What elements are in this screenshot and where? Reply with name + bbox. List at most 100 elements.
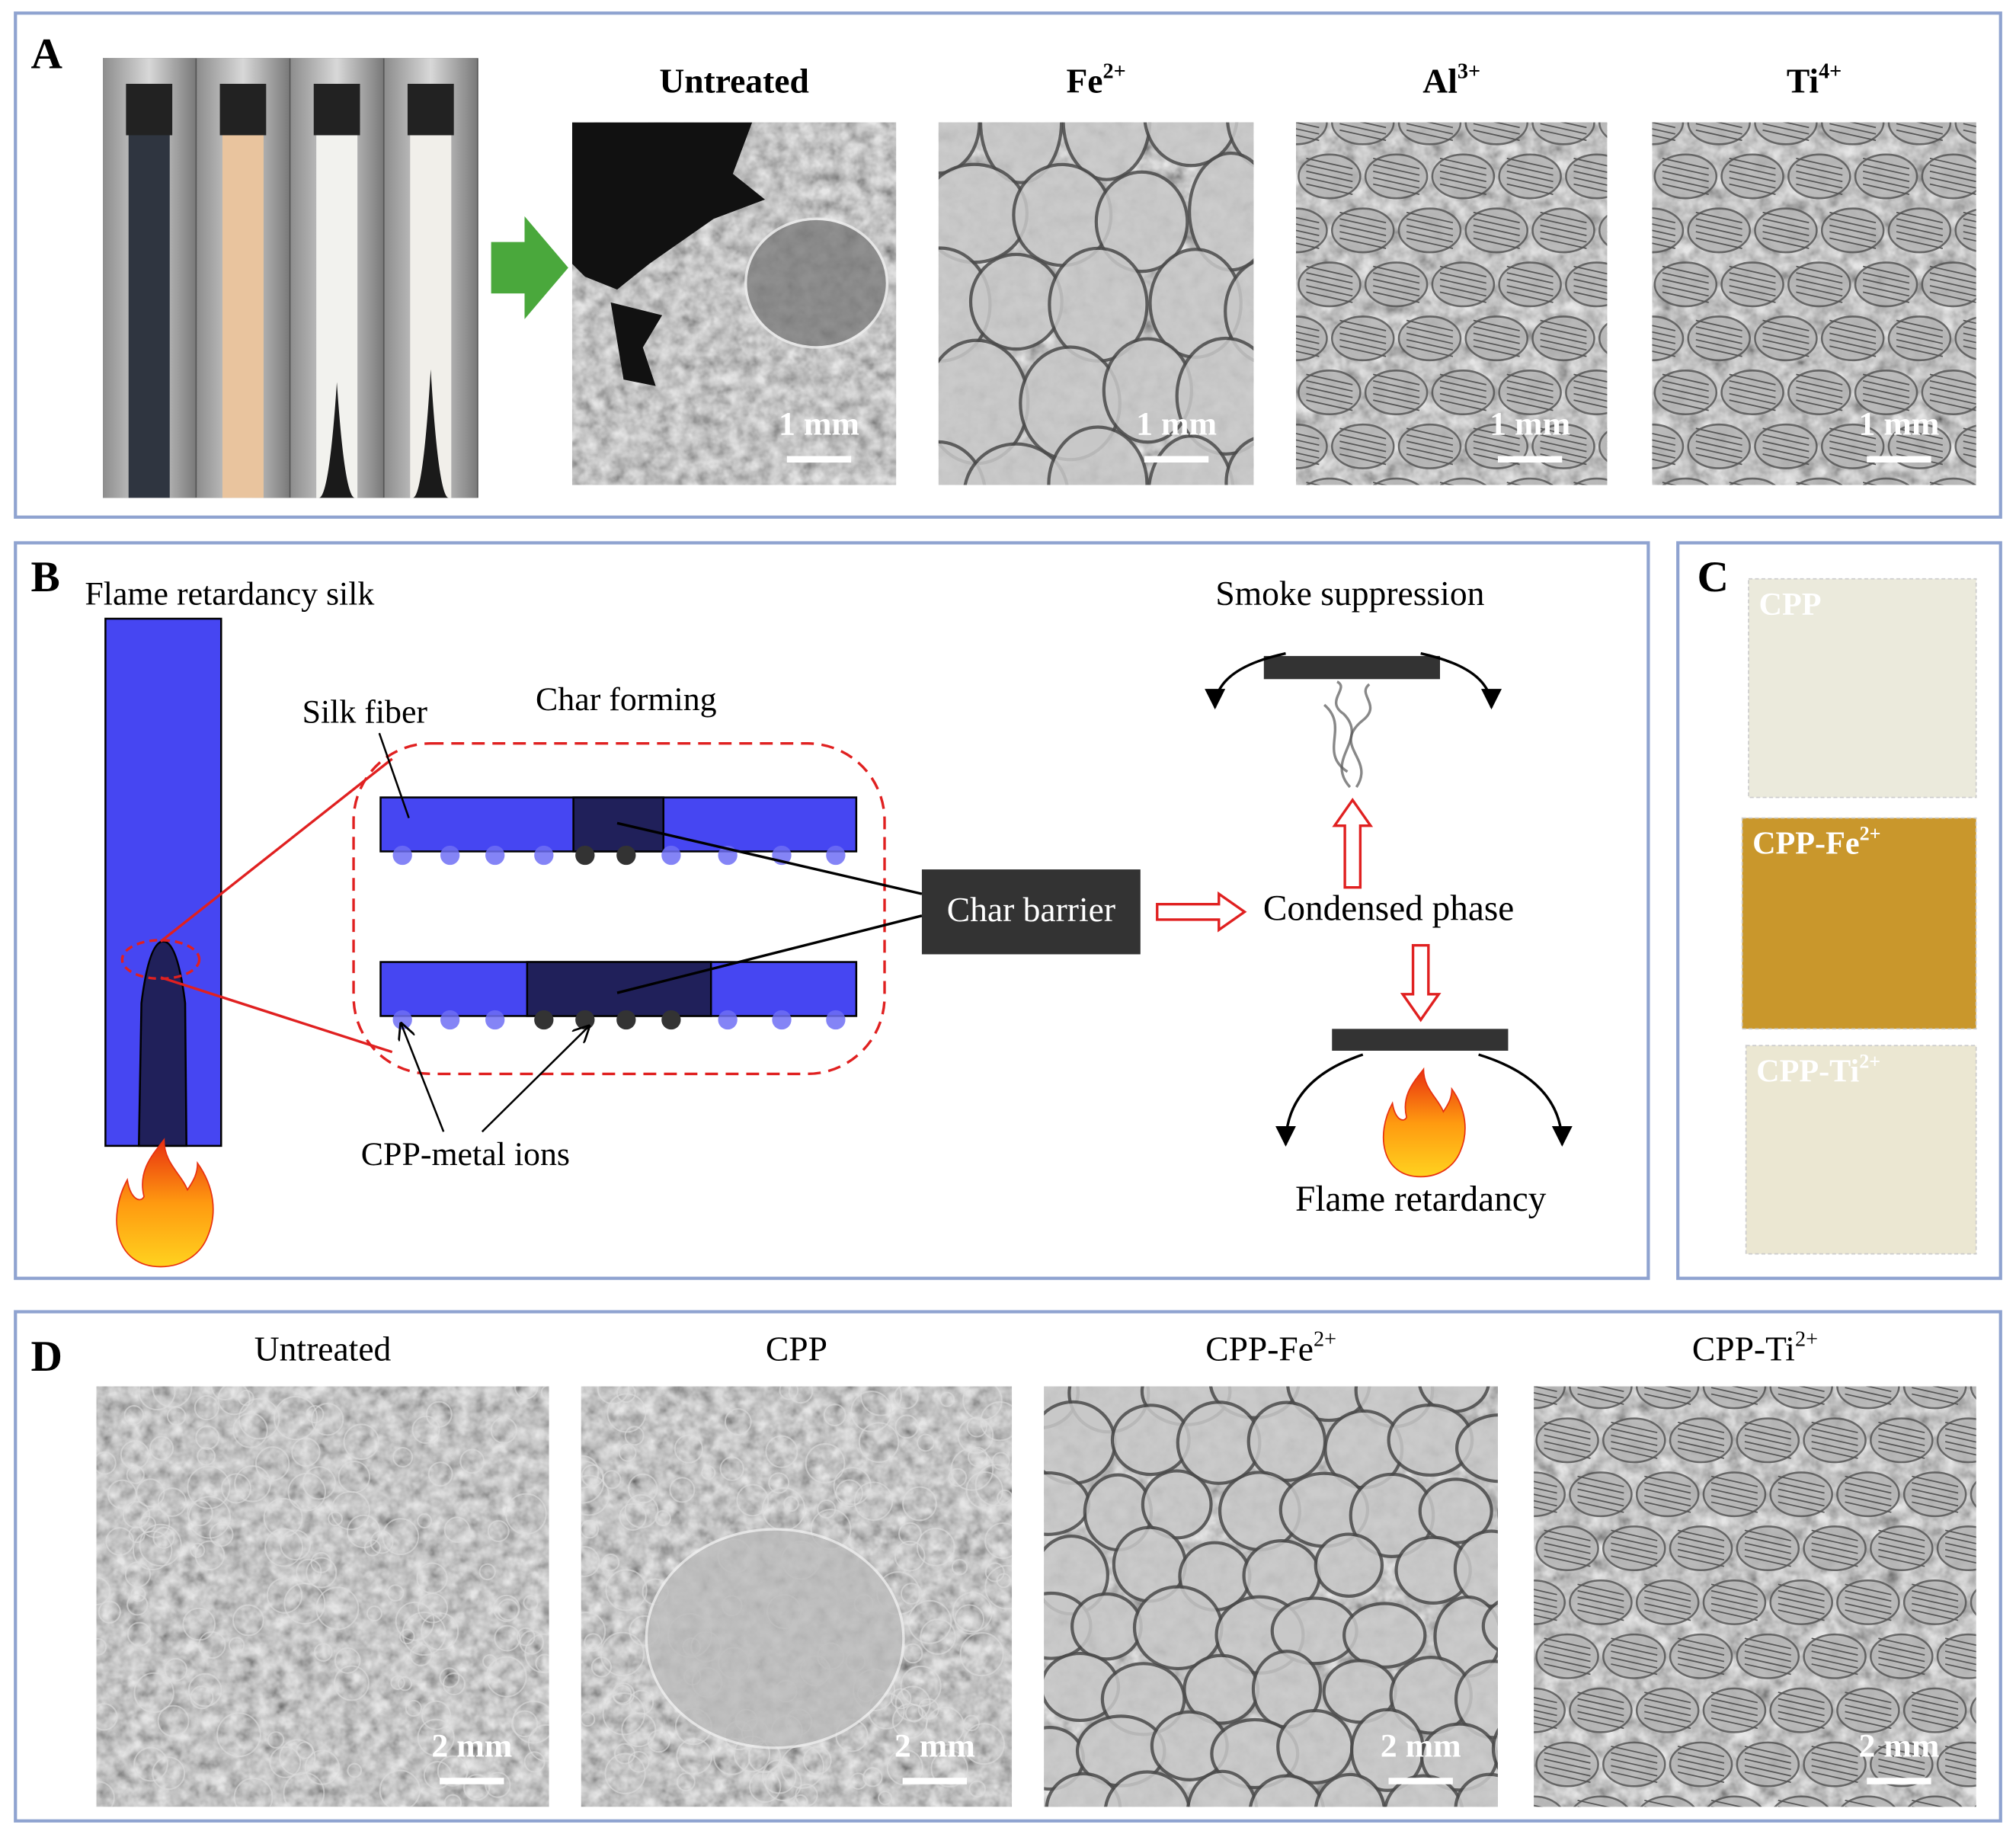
scale-bar-label: 1 mm: [779, 406, 859, 443]
yarn-fiber: [1929, 272, 1976, 284]
yarn-fiber: [1506, 373, 1554, 386]
yarn-fiber: [1710, 1501, 1758, 1513]
yarn-fiber: [1439, 291, 1486, 303]
yarn-fiber: [1611, 1637, 1658, 1650]
yarn-fiber: [1406, 110, 1453, 121]
surface-cell: [96, 1451, 117, 1475]
image-title: CPP: [766, 1330, 827, 1368]
yarn-fiber: [1506, 177, 1554, 189]
yarn-fiber: [1662, 399, 1709, 411]
yarn-fiber: [1540, 129, 1587, 142]
yarn-fiber: [1473, 427, 1520, 440]
yarn-fiber: [1912, 1717, 1959, 1730]
surface-cell: [279, 1739, 316, 1776]
surface-cell: [850, 1391, 893, 1432]
yarn-fiber: [1652, 439, 1675, 446]
surface-cell: [437, 1755, 469, 1787]
yarn-fiber: [1729, 158, 1776, 170]
pointer: [481, 1026, 589, 1133]
yarn-fiber: [1863, 265, 1910, 277]
surface-cell: [904, 1704, 924, 1723]
yarn-fiber: [1963, 446, 1976, 452]
yarn-fiber: [1644, 1698, 1691, 1710]
surface-cell: [283, 1772, 325, 1807]
yarn-fiber: [1963, 453, 1976, 458]
yarn-fiber: [1373, 399, 1420, 411]
yarn-fiber: [1929, 170, 1976, 183]
yarn-fiber: [1678, 1765, 1725, 1777]
yarn-fiber: [1540, 338, 1587, 351]
fiber-bundle: [1094, 170, 1189, 274]
yarn-fiber: [1729, 177, 1776, 189]
metal-ion: [661, 1010, 681, 1030]
yarn-fiber: [1811, 1644, 1858, 1656]
scale-bar-label: 2 mm: [1381, 1727, 1461, 1764]
scale-bar-label: 1 mm: [1858, 406, 1939, 443]
yarn-fiber: [1778, 1583, 1825, 1596]
yarn-fiber: [1339, 319, 1387, 331]
yarn-fiber: [1811, 1746, 1858, 1758]
yarn-fiber: [1710, 1475, 1758, 1487]
yarn-fiber: [1662, 278, 1709, 290]
yarn-fiber: [1577, 1501, 1624, 1513]
yarn-fiber: [2012, 1423, 2016, 1433]
yarn-fiber: [1339, 427, 1387, 440]
yarn: [1534, 1795, 1562, 1807]
yarn-fiber: [1544, 1644, 1591, 1656]
surface-cell: [514, 1386, 539, 1400]
yarn-fiber: [1744, 1434, 1791, 1446]
yarn-fiber: [1473, 434, 1520, 446]
yarn-fiber: [1929, 265, 1976, 277]
yarn-fiber: [1710, 1387, 1758, 1399]
surface-cell: [616, 1386, 636, 1404]
yarn-fiber: [1845, 1475, 1892, 1487]
yarn-fiber: [1778, 1393, 1825, 1405]
yarn-fiber: [1929, 291, 1976, 303]
yarn-fiber: [1916, 122, 1943, 129]
char-barrier-label: Char barrier: [947, 890, 1115, 929]
yarn-fiber: [1762, 332, 1810, 344]
yarn: [1534, 1386, 1566, 1410]
yarn-fiber: [1406, 224, 1454, 236]
yarn-fiber: [1929, 164, 1976, 176]
yarn-fiber: [1439, 482, 1455, 485]
yarn-fiber: [1473, 345, 1520, 357]
yarn-fiber: [1678, 1428, 1725, 1440]
yarn-fiber: [1845, 1692, 1892, 1704]
yarn-fiber: [1511, 1368, 1557, 1379]
yarn-fiber: [1296, 446, 1320, 453]
yarn-fiber: [1607, 219, 1608, 220]
surface-cell: [817, 1499, 837, 1519]
char-lump: [645, 1528, 905, 1749]
yarn-fiber: [1796, 164, 1843, 176]
yarn-fiber: [1979, 1692, 2016, 1703]
surface-cell: [497, 1599, 520, 1621]
yarn-fiber: [1506, 392, 1554, 405]
fiber-bundle: [1175, 336, 1254, 456]
surface-cell: [768, 1472, 790, 1494]
yarn-fiber: [1540, 446, 1587, 459]
yarn-fiber: [1863, 392, 1910, 405]
yarn-fiber: [1829, 211, 1877, 224]
yarn-fiber: [1611, 1441, 1658, 1453]
yarn-fiber: [1573, 170, 1608, 180]
yarn: [1506, 477, 1554, 485]
yarn-fiber: [1544, 1746, 1591, 1758]
surface-cell: [366, 1605, 382, 1622]
yarn-fiber: [1896, 231, 1943, 243]
fiber-bundle: [938, 162, 1029, 264]
image-title-text: Al: [1422, 62, 1458, 101]
surface-cell: [523, 1595, 539, 1611]
metal-ion: [392, 845, 412, 866]
yarn-fiber: [1577, 1488, 1624, 1500]
yarn-fiber: [1896, 434, 1943, 446]
yarn-fiber: [1644, 1475, 1691, 1487]
yarn-fiber: [1811, 1434, 1858, 1446]
surface-cell: [951, 1558, 968, 1576]
yarn-fiber: [1896, 332, 1943, 344]
fiber-bundle: [1186, 1769, 1259, 1807]
yarn-fiber: [1373, 265, 1420, 277]
yarn-fiber: [1811, 1548, 1858, 1561]
yarn-fiber: [1607, 117, 1653, 128]
yarn-fiber: [1811, 1758, 1858, 1771]
